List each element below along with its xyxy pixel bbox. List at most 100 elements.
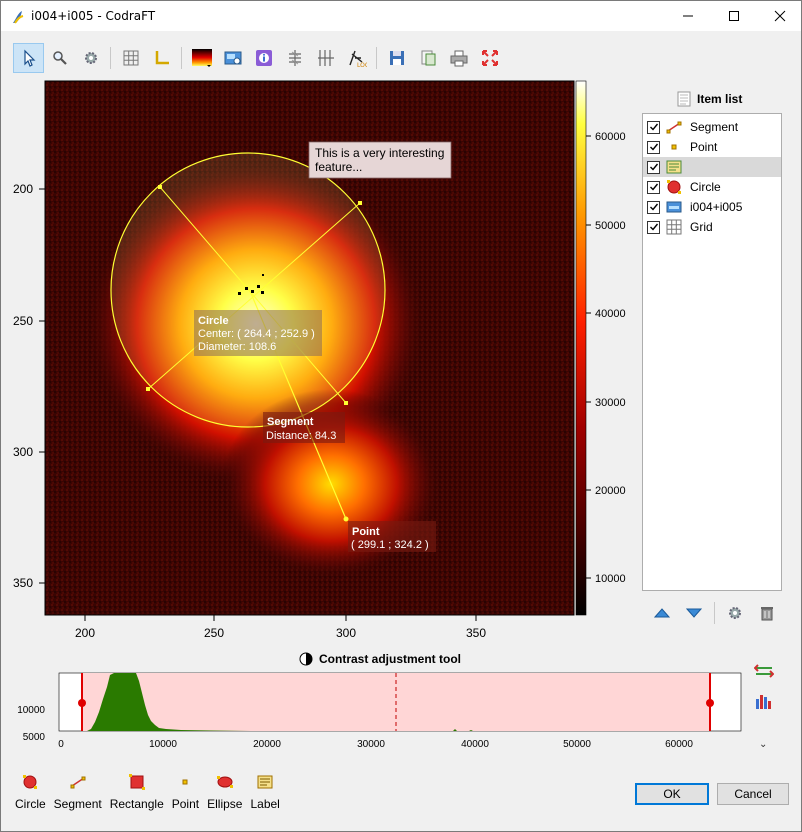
hist-x-tick-label: 30000 (357, 739, 385, 750)
chevron-down-icon[interactable]: ⌄ (759, 739, 768, 750)
cancel-button[interactable]: Cancel (717, 783, 789, 805)
image-info-button[interactable] (248, 43, 279, 73)
checkbox[interactable] (647, 180, 660, 194)
colorbar-tick-label: 50000 (595, 220, 626, 232)
max-range-knob[interactable] (706, 699, 714, 707)
toolbar-separator (714, 602, 715, 624)
circle-label-diameter: Diameter: 108.6 (198, 341, 276, 353)
zoom-icon (52, 51, 67, 65)
circle-handle[interactable] (358, 201, 362, 205)
move-up-button[interactable] (646, 601, 678, 625)
log-scale-button[interactable]: LOG (341, 43, 372, 73)
shape-toolbar: Circle Segment Rectangle Point Ellipse L… (15, 773, 288, 811)
hist-y-tick-label: 5000 (23, 732, 46, 743)
reset-histogram-button[interactable] (753, 688, 775, 714)
point-label-title: Point (352, 526, 380, 538)
check-icon (649, 163, 658, 171)
copy-button[interactable] (412, 43, 443, 73)
colorbar-tick-label: 40000 (595, 308, 626, 320)
item-properties-button[interactable] (719, 601, 751, 625)
point-marker[interactable] (343, 516, 349, 522)
circle-diameter-line (147, 202, 361, 390)
minimize-button[interactable] (665, 1, 711, 31)
colorbar-tick-label: 20000 (595, 485, 626, 497)
circle-info-label (194, 310, 322, 356)
circle-tool-button[interactable]: Circle (15, 773, 46, 811)
hist-x-tick-label: 0 (58, 739, 64, 750)
checkbox[interactable] (647, 160, 660, 174)
grid-button[interactable] (115, 43, 146, 73)
close-button[interactable] (757, 1, 802, 31)
hist-x-tick-label: 10000 (149, 739, 177, 750)
list-item-circle[interactable]: Circle (643, 177, 781, 197)
axes-icon (155, 51, 169, 65)
checkbox[interactable] (647, 220, 660, 234)
y-axis: 200 250 300 350 (13, 182, 45, 590)
x-cross-section-button[interactable] (279, 43, 310, 73)
item-list[interactable]: Segment Point Circle i004+i005 Grid (642, 113, 782, 591)
colorbar-tick-label: 30000 (595, 397, 626, 409)
min-range-knob[interactable] (78, 699, 86, 707)
y-cross-section-button[interactable] (310, 43, 341, 73)
segment-tool-button[interactable]: Segment (54, 773, 102, 811)
image-stats-button[interactable] (217, 43, 248, 73)
histogram-x-axis: 0 10000 20000 30000 40000 50000 60000 (58, 739, 693, 750)
save-button[interactable] (381, 43, 412, 73)
label-tool-button[interactable]: Label (250, 773, 280, 811)
annotation-label-line2: feature... (315, 160, 362, 174)
y-tick-label: 350 (13, 576, 33, 590)
tool-label: Ellipse (207, 797, 243, 811)
contrast-histogram[interactable]: 10000 5000 0 0 10000 20000 30000 40000 5… (1, 667, 751, 770)
app-icon (13, 11, 24, 24)
image-plot[interactable]: This is a very interesting feature... Ci… (1, 79, 641, 659)
print-button[interactable] (443, 43, 474, 73)
checkbox[interactable] (647, 120, 660, 134)
circle-icon (667, 180, 681, 194)
circle-handle[interactable] (146, 387, 150, 391)
move-down-button[interactable] (678, 601, 710, 625)
minimize-icon (683, 15, 693, 17)
ellipse-tool-button[interactable]: Ellipse (207, 773, 242, 811)
circle-handle[interactable] (344, 401, 348, 405)
check-icon (649, 143, 658, 151)
gear-icon (729, 607, 741, 619)
fit-view-button[interactable] (474, 43, 505, 73)
circle-handle[interactable] (158, 185, 162, 189)
annotation-label[interactable] (308, 141, 452, 179)
histogram-canvas[interactable]: 10000 5000 0 0 10000 20000 30000 40000 5… (1, 667, 751, 770)
ok-button[interactable]: OK (635, 783, 709, 805)
axes-button[interactable] (146, 43, 177, 73)
title-bar: i004+i005 - CodraFT (0, 0, 802, 31)
list-item-label-shape[interactable] (643, 157, 781, 177)
delete-item-button[interactable] (751, 601, 783, 625)
x-tick-label: 200 (75, 626, 95, 640)
select-tool-button[interactable] (13, 43, 44, 73)
list-item-segment[interactable]: Segment (643, 117, 781, 137)
list-item-grid[interactable]: Grid (643, 217, 781, 237)
zoom-tool-button[interactable] (44, 43, 75, 73)
colormap-button[interactable] (186, 43, 217, 73)
point-icon (671, 144, 677, 150)
segment-label-title: Segment (267, 416, 314, 428)
auto-scale-button[interactable] (753, 658, 775, 684)
check-icon (649, 223, 658, 231)
tool-label: Label (250, 797, 280, 811)
hist-x-tick-label: 20000 (253, 739, 281, 750)
grid-icon (666, 219, 682, 235)
circle-label-title: Circle (198, 315, 229, 327)
rectangle-tool-button[interactable]: Rectangle (110, 773, 164, 811)
settings-button[interactable] (75, 43, 106, 73)
checkbox[interactable] (647, 140, 660, 154)
hist-x-tick-label: 40000 (461, 739, 489, 750)
point-tool-button[interactable]: Point (172, 773, 199, 811)
list-item-point[interactable]: Point (643, 137, 781, 157)
image-plot-canvas[interactable]: This is a very interesting feature... Ci… (1, 79, 641, 659)
x-tick-label: 300 (336, 626, 356, 640)
checkbox[interactable] (647, 200, 660, 214)
save-icon (389, 51, 404, 65)
item-list-icon (677, 91, 691, 107)
tool-label: Point (171, 797, 200, 811)
list-item-image[interactable]: i004+i005 (643, 197, 781, 217)
window-title: i004+i005 - CodraFT (31, 9, 156, 23)
maximize-button[interactable] (711, 1, 757, 31)
